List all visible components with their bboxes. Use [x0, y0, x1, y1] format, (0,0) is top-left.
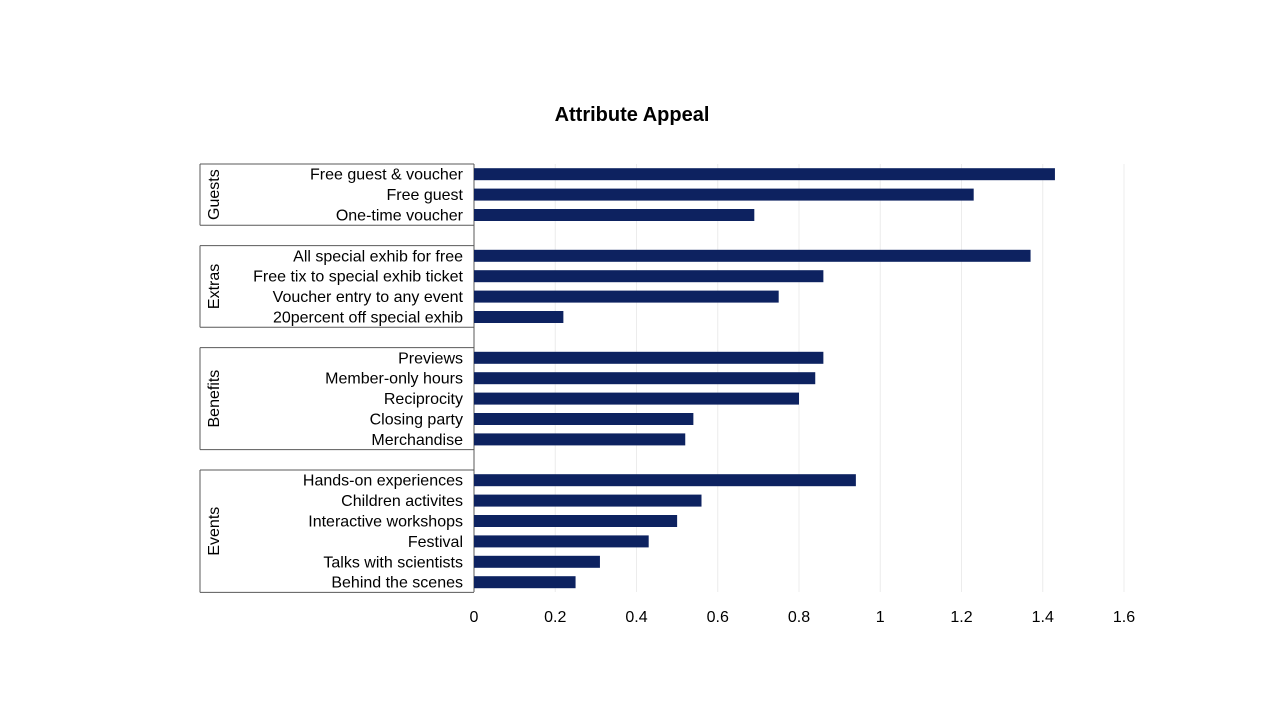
x-tick-label: 1.6 — [1113, 609, 1135, 626]
category-label: Children activites — [341, 493, 463, 510]
group-label: Extras — [206, 264, 223, 309]
bar — [474, 494, 702, 507]
bar — [474, 372, 816, 385]
category-label: Talks with scientists — [323, 554, 463, 571]
category-label: Closing party — [370, 412, 463, 429]
category-label: Free guest & voucher — [310, 167, 464, 184]
category-label: Member-only hours — [325, 371, 463, 388]
category-labels: Guests Free guest & voucher Free guest One-… — [206, 167, 464, 592]
bar — [474, 433, 686, 446]
x-tick-label: 0 — [470, 609, 479, 626]
bar — [474, 576, 576, 589]
bar — [474, 249, 1031, 262]
x-tick-label: 0.8 — [788, 609, 810, 626]
category-label: Voucher entry to any event — [273, 289, 464, 306]
x-tick-label: 0.4 — [625, 609, 647, 626]
bar — [474, 515, 678, 527]
group-label: Events — [206, 507, 223, 556]
bar — [474, 209, 755, 221]
bar — [474, 555, 600, 568]
chart-title: Attribute Appeal — [555, 104, 710, 126]
x-tick-label: 0.6 — [707, 609, 729, 626]
bar — [474, 290, 779, 303]
category-label: One-time voucher — [336, 208, 464, 225]
x-tick-label: 0.2 — [544, 609, 566, 626]
x-tick-label: 1.2 — [950, 609, 972, 626]
x-tick-label: 1 — [876, 609, 885, 626]
bar — [474, 168, 1055, 181]
bars — [474, 168, 1055, 589]
category-axis-frame — [199, 163, 475, 593]
category-label: All special exhib for free — [293, 248, 463, 265]
category-label: Free guest — [387, 187, 464, 204]
bar — [474, 474, 856, 487]
group-label: Benefits — [206, 370, 223, 428]
bar — [474, 188, 974, 201]
x-axis-tick-labels: 0 0.2 0.4 0.6 0.8 1 1.2 1.4 1.6 — [470, 609, 1136, 626]
category-label: Behind the scenes — [331, 575, 463, 592]
category-label: Hands-on experiences — [303, 473, 463, 490]
x-tick-label: 1.4 — [1032, 609, 1054, 626]
category-label: Interactive workshops — [308, 514, 463, 531]
category-label: Merchandise — [371, 432, 463, 449]
bar — [474, 351, 824, 364]
bar — [474, 270, 824, 283]
category-label: Reciprocity — [384, 391, 463, 408]
bar — [474, 311, 564, 323]
bar — [474, 535, 649, 548]
category-label: Festival — [408, 534, 463, 551]
category-label: Free tix to special exhib ticket — [253, 269, 463, 286]
category-label: Previews — [398, 350, 463, 367]
bar — [474, 392, 799, 405]
bar — [474, 413, 694, 425]
category-label: 20percent off special exhib — [273, 310, 463, 327]
group-label: Guests — [206, 169, 223, 220]
